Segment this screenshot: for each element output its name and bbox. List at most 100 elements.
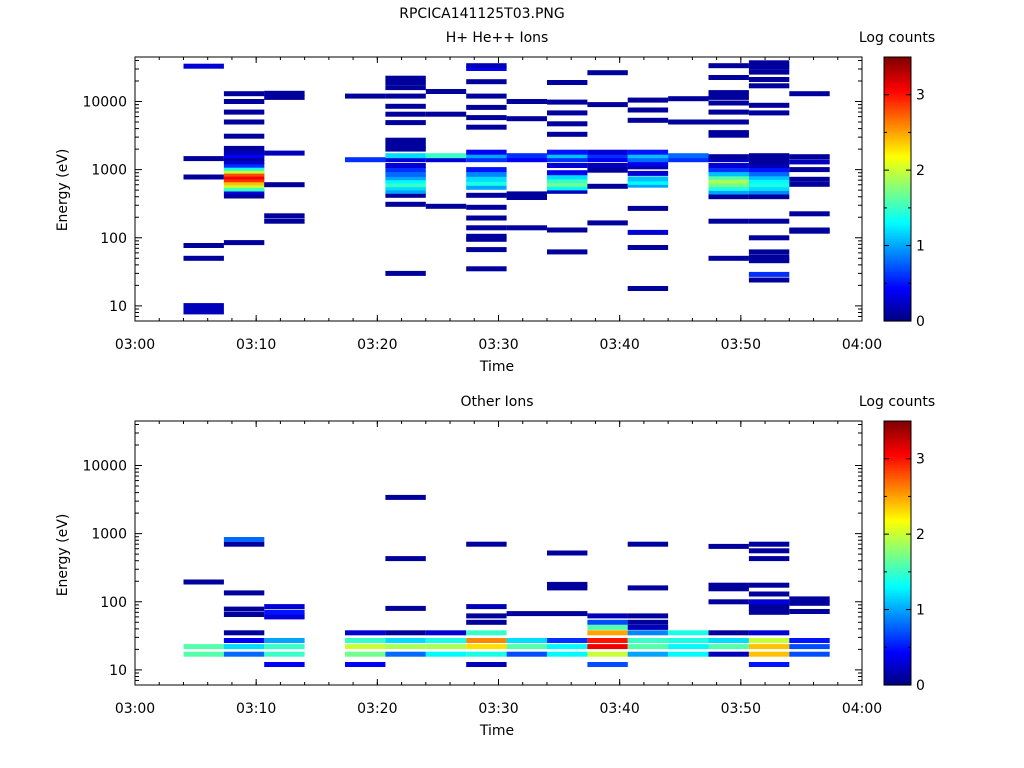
colorbar-step bbox=[884, 489, 911, 492]
heatmap-cell bbox=[789, 181, 830, 187]
colorbar-step bbox=[884, 135, 911, 139]
colorbar-step bbox=[884, 275, 911, 279]
heatmap-cell bbox=[425, 111, 467, 117]
heatmap-cell bbox=[506, 225, 547, 231]
colorbar-step bbox=[884, 197, 911, 200]
heatmap-cell bbox=[264, 662, 305, 667]
colorbar-step bbox=[884, 180, 911, 184]
colorbar-step bbox=[884, 474, 911, 478]
colorbar-step bbox=[884, 106, 911, 110]
heatmap-cell bbox=[223, 606, 265, 612]
heatmap-cell bbox=[183, 174, 224, 180]
heatmap-cell bbox=[668, 630, 709, 636]
y-axis-label: Energy (eV) bbox=[55, 514, 71, 597]
colorbar-step bbox=[884, 501, 911, 505]
colorbar-step bbox=[884, 575, 911, 579]
heatmap-cell bbox=[425, 644, 467, 650]
colorbar-step bbox=[884, 604, 911, 608]
heatmap-cell bbox=[587, 183, 628, 189]
colorbar-step bbox=[884, 517, 911, 521]
colorbar-step bbox=[884, 90, 911, 93]
heatmap-cell bbox=[627, 107, 669, 113]
colorbar-step bbox=[884, 670, 911, 674]
colorbar-tick-label: 3 bbox=[916, 452, 925, 468]
colorbar-step bbox=[884, 449, 911, 453]
colorbar-step bbox=[884, 602, 911, 606]
colorbar-step bbox=[884, 612, 911, 616]
heatmap-cell bbox=[466, 104, 507, 110]
heatmap-cell bbox=[748, 605, 790, 611]
heatmap-cell bbox=[748, 110, 790, 116]
heatmap-cell bbox=[385, 85, 426, 91]
heatmap-cell bbox=[385, 171, 426, 177]
colorbar-step bbox=[884, 296, 911, 299]
colorbar-step bbox=[884, 59, 911, 62]
colorbar-step bbox=[884, 69, 911, 73]
colorbar-step bbox=[884, 658, 911, 661]
colorbar-step bbox=[884, 614, 911, 618]
colorbar-step bbox=[884, 213, 911, 217]
heatmap-cell bbox=[264, 150, 305, 156]
heatmap-cell bbox=[466, 651, 507, 657]
colorbar-step bbox=[884, 623, 911, 626]
colorbar-step bbox=[884, 429, 911, 432]
heatmap-cell bbox=[506, 116, 547, 122]
colorbar-step bbox=[884, 495, 911, 498]
heatmap-cell bbox=[708, 119, 749, 125]
heatmap-cell bbox=[547, 170, 588, 176]
colorbar-step bbox=[884, 255, 911, 258]
colorbar-step bbox=[884, 423, 911, 426]
panel-title: H+ He++ Ions bbox=[446, 30, 549, 46]
heatmap-cell bbox=[385, 157, 426, 163]
colorbar-step bbox=[884, 682, 911, 686]
heatmap-cell bbox=[223, 183, 265, 189]
heatmap-cell bbox=[748, 182, 790, 188]
colorbar-step bbox=[884, 480, 911, 484]
heatmap-cell bbox=[708, 582, 749, 588]
colorbar-step bbox=[884, 550, 911, 554]
heatmap-cell bbox=[627, 286, 669, 291]
colorbar-step bbox=[884, 290, 911, 293]
heatmap-cell bbox=[748, 218, 790, 224]
colorbar-step bbox=[884, 79, 911, 83]
heatmap-cell bbox=[385, 75, 426, 81]
heatmap-cell bbox=[223, 99, 265, 104]
heatmap-cell bbox=[547, 581, 588, 587]
heatmap-cell bbox=[708, 255, 749, 261]
colorbar-step bbox=[884, 244, 911, 248]
heatmap-cell bbox=[466, 236, 507, 242]
x-tick-label: 03:20 bbox=[357, 701, 397, 717]
heatmap-cell bbox=[264, 609, 305, 615]
colorbar-step bbox=[884, 649, 911, 653]
heatmap-cell bbox=[466, 153, 507, 159]
heatmap-cell bbox=[547, 227, 588, 233]
heatmap-cell bbox=[345, 93, 386, 99]
colorbar-step bbox=[884, 205, 911, 209]
heatmap-cell bbox=[425, 651, 467, 657]
heatmap-cell bbox=[547, 585, 588, 591]
heatmap-cell bbox=[425, 638, 467, 643]
colorbar-step bbox=[884, 110, 911, 114]
heatmap-cell bbox=[789, 638, 830, 643]
colorbar-step bbox=[884, 676, 911, 680]
colorbar-step bbox=[884, 318, 911, 322]
heatmap-cell bbox=[223, 651, 265, 657]
colorbar-step bbox=[884, 230, 911, 233]
heatmap-cell bbox=[466, 225, 507, 231]
colorbar-step bbox=[884, 248, 911, 252]
heatmap-cell bbox=[264, 182, 305, 188]
colorbar-step bbox=[884, 269, 911, 273]
colorbar-step bbox=[884, 172, 911, 176]
heatmap-cell bbox=[748, 189, 790, 195]
heatmap-cell bbox=[385, 103, 426, 109]
heatmap-cell bbox=[385, 182, 426, 188]
heatmap-cell bbox=[466, 167, 507, 173]
colorbar-step bbox=[884, 236, 911, 240]
heatmap-cell bbox=[708, 543, 749, 549]
colorbar-step bbox=[884, 443, 911, 447]
colorbar-step bbox=[884, 147, 911, 151]
heatmap-cell bbox=[708, 218, 749, 224]
y-axis-label: Energy (eV) bbox=[55, 149, 71, 232]
heatmap-cell bbox=[547, 249, 588, 255]
